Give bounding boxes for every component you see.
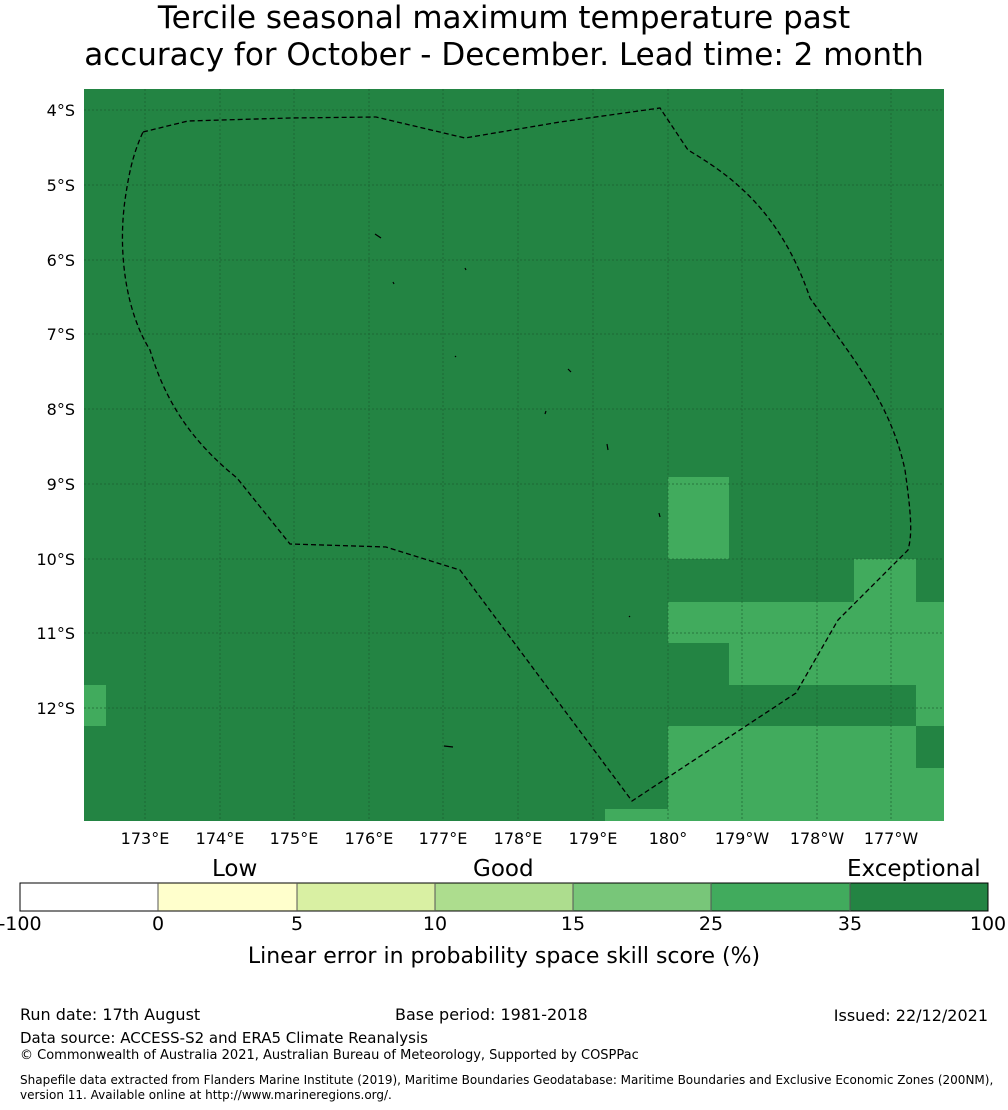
colorbar-word-low: Low: [212, 856, 258, 882]
map-cell: [916, 685, 944, 726]
base-period: Base period: 1981-2018: [395, 1005, 588, 1024]
island: [628, 615, 631, 618]
island: [658, 512, 661, 518]
colorbar-label: Linear error in probability space skill …: [247, 944, 761, 969]
title-line-2: accuracy for October - December. Lead ti…: [84, 37, 924, 73]
map-cell: [605, 809, 668, 821]
colorbar-tick: -100: [0, 913, 42, 935]
shapefile-credit-line-1: Shapefile data extracted from Flanders M…: [20, 1073, 994, 1087]
colorbar-frame: [19, 882, 989, 912]
lon-label: 175°E: [270, 829, 319, 848]
lat-label: 5°S: [47, 176, 75, 195]
colorbar-segment: [20, 883, 158, 911]
run-date: Run date: 17th August: [20, 1005, 201, 1024]
colorbar-segment: [711, 883, 850, 911]
skill-map: [84, 89, 944, 821]
lon-label: 178°E: [494, 829, 543, 848]
title-line-1: Tercile seasonal maximum temperature pas…: [157, 0, 851, 36]
island: [567, 368, 572, 373]
lat-label: 10°S: [36, 550, 75, 569]
island: [443, 745, 454, 748]
lat-label: 11°S: [36, 624, 75, 643]
graticule: [84, 89, 944, 821]
colorbar-tick: 10: [422, 913, 448, 935]
island: [544, 410, 547, 415]
map-cell: [729, 643, 944, 685]
lat-label: 7°S: [47, 325, 75, 344]
colorbar-segment: [573, 883, 711, 911]
lon-label: 177°W: [864, 829, 919, 848]
colorbar-segment: [297, 883, 435, 911]
map-cell: [668, 768, 944, 821]
map-cell: [84, 685, 106, 726]
island: [464, 267, 467, 271]
map-background: [84, 89, 944, 821]
eez-boundary: [121, 107, 912, 802]
map-title: Tercile seasonal maximum temperature pas…: [0, 0, 1008, 74]
lon-label: 180°: [649, 829, 688, 848]
colorbar-tick: 15: [560, 913, 586, 935]
colorbar-segment: [850, 883, 988, 911]
map-cell: [668, 726, 916, 768]
lat-axis: 4°S 5°S 6°S 7°S 8°S 9°S 10°S 11°S 12°S: [36, 101, 75, 718]
colorbar-segment: [158, 883, 297, 911]
map-cell: [668, 477, 729, 559]
islands: [374, 233, 661, 748]
colorbar-tick: 5: [290, 913, 304, 935]
lon-label: 176°E: [345, 829, 394, 848]
colorbar-dividers: [157, 883, 851, 911]
colorbar-segment: [435, 883, 573, 911]
lat-label: 6°S: [47, 251, 75, 270]
lon-label: 178°W: [790, 829, 845, 848]
lon-axis: 173°E 174°E 175°E 176°E 177°E 178°E 179°…: [121, 829, 919, 848]
lat-label: 9°S: [47, 475, 75, 494]
lat-label: 8°S: [47, 400, 75, 419]
lon-label: 177°E: [419, 829, 468, 848]
lat-label: 4°S: [47, 101, 75, 120]
colorbar-word-exceptional: Exceptional: [847, 856, 981, 882]
map-cell: [854, 559, 916, 602]
copyright: © Commonwealth of Australia 2021, Austra…: [20, 1048, 639, 1063]
issued-date: Issued: 22/12/2021: [833, 1006, 988, 1025]
colorbar-tick: 35: [837, 913, 863, 935]
colorbar-tick: 0: [151, 913, 165, 935]
colorbar: [19, 882, 989, 912]
lon-label: 179°W: [715, 829, 770, 848]
island: [374, 233, 382, 239]
lon-label: 179°E: [569, 829, 618, 848]
map-cell: [668, 602, 944, 643]
lon-label: 174°E: [196, 829, 245, 848]
data-source: Data source: ACCESS-S2 and ERA5 Climate …: [20, 1029, 428, 1047]
island: [454, 355, 457, 358]
colorbar-word-good: Good: [473, 856, 534, 882]
island: [392, 281, 395, 285]
lighter-cells: [84, 477, 944, 821]
island: [606, 443, 609, 451]
colorbar-tick: 25: [698, 913, 724, 935]
colorbar-tick: 100: [969, 913, 1007, 935]
lat-label: 12°S: [36, 699, 75, 718]
shapefile-credit: Shapefile data extracted from Flanders M…: [20, 1073, 1000, 1103]
lon-label: 173°E: [121, 829, 170, 848]
shapefile-credit-line-2: version 11. Available online at http://w…: [20, 1088, 392, 1102]
